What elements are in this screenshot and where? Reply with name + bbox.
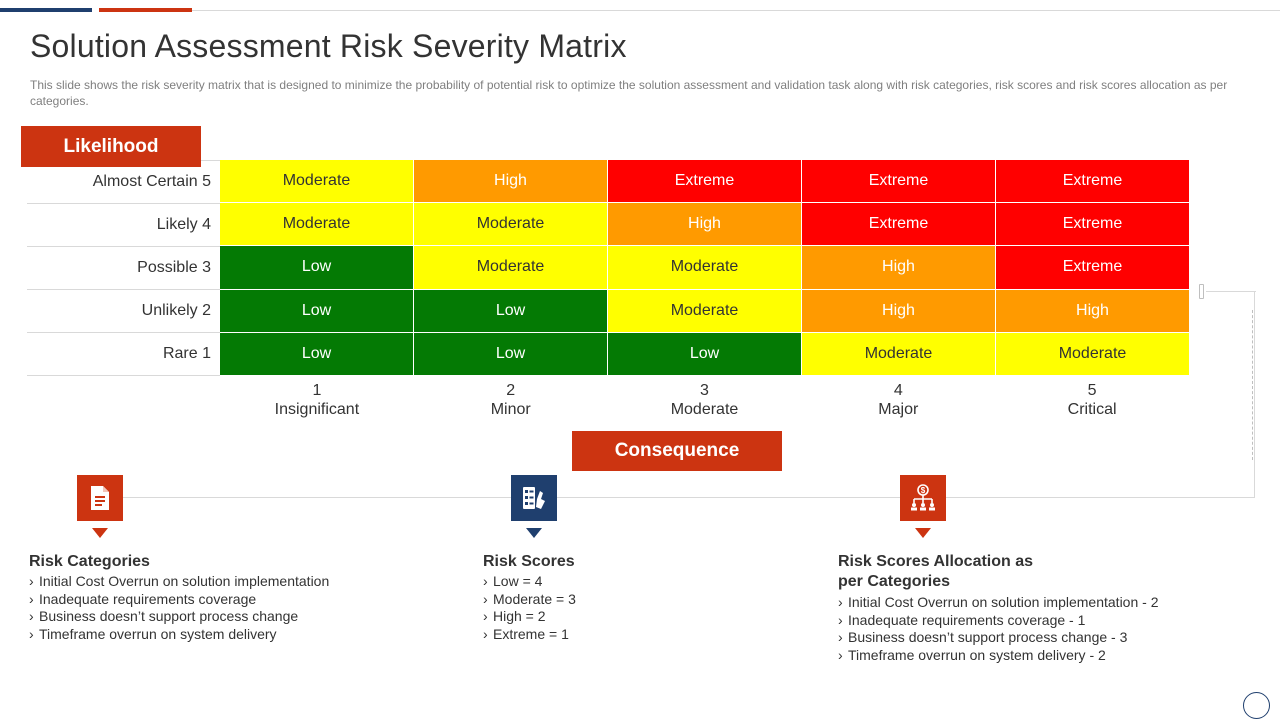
svg-text:$: $	[921, 486, 926, 495]
accent-bar-blue	[0, 8, 92, 12]
likelihood-row-label: Almost Certain 5	[27, 161, 220, 204]
matrix-cell: Extreme	[608, 160, 801, 203]
matrix-cell: Low	[220, 289, 413, 332]
matrix-cell: Low	[608, 332, 801, 375]
bracket-connector-dashed	[1252, 310, 1253, 460]
document-icon	[91, 486, 109, 510]
consequence-column-label: 1 Insignificant	[220, 381, 414, 419]
matrix-cell: High	[414, 160, 607, 203]
likelihood-row-label: Likely 4	[27, 204, 220, 247]
list-item: Timeframe overrun on system delivery	[29, 626, 359, 644]
dollar-hierarchy-icon: $	[911, 484, 935, 511]
matrix-cell: Moderate	[414, 203, 607, 246]
likelihood-row-label: Rare 1	[27, 333, 220, 376]
corner-circle-icon	[1243, 692, 1270, 719]
list-item: Initial Cost Overrun on solution impleme…	[29, 573, 359, 591]
risk-categories-arrow	[92, 528, 108, 538]
risk-categories-list: Initial Cost Overrun on solution impleme…	[29, 573, 359, 644]
matrix-cell: Moderate	[608, 289, 801, 332]
consequence-number: 4	[893, 382, 903, 399]
matrix-cell: Low	[220, 332, 413, 375]
risk-scores-icon-box	[511, 475, 557, 521]
top-divider	[192, 10, 1280, 11]
list-item: Inadequate requirements coverage	[29, 591, 359, 609]
likelihood-tag: Likelihood	[21, 126, 201, 167]
matrix-cell: Low	[414, 289, 607, 332]
list-item: Business doesn’t support process change …	[838, 629, 1168, 647]
list-item: Timeframe overrun on system delivery - 2	[838, 647, 1168, 665]
section-connector-line	[123, 497, 1255, 498]
risk-scores-title: Risk Scores	[483, 553, 575, 570]
scorecard-icon	[523, 487, 545, 509]
risk-scores-arrow	[526, 528, 542, 538]
consequence-column-label: 3 Moderate	[608, 381, 802, 419]
matrix-cell: High	[802, 246, 995, 289]
list-item: High = 2	[483, 608, 733, 626]
matrix-cell: Extreme	[996, 203, 1189, 246]
consequence-column-label: 5 Critical	[995, 381, 1189, 419]
risk-allocation-section: Risk Scores Allocation as per Categories…	[838, 552, 1168, 665]
matrix-cell: Moderate	[414, 246, 607, 289]
page-subtitle: This slide shows the risk severity matri…	[30, 78, 1228, 108]
risk-scores-list: Low = 4Moderate = 3High = 2Extreme = 1	[483, 573, 733, 644]
list-item: Moderate = 3	[483, 591, 733, 609]
matrix-cell: Extreme	[996, 160, 1189, 203]
consequence-number: 5	[1087, 382, 1097, 399]
matrix-cell: Extreme	[802, 203, 995, 246]
bracket-connector-top	[1206, 291, 1256, 292]
risk-allocation-list: Initial Cost Overrun on solution impleme…	[838, 594, 1168, 665]
list-item: Extreme = 1	[483, 626, 733, 644]
matrix-cell: Moderate	[996, 332, 1189, 375]
matrix-cell: Extreme	[802, 160, 995, 203]
list-item: Low = 4	[483, 573, 733, 591]
consequence-name: Insignificant	[274, 401, 360, 418]
consequence-number: 3	[700, 382, 709, 399]
matrix-cell: High	[802, 289, 995, 332]
likelihood-row-labels: Almost Certain 5 Likely 4 Possible 3 Unlike…	[27, 160, 220, 376]
risk-allocation-title: Risk Scores Allocation as per Categories	[838, 553, 1034, 590]
risk-matrix: Moderate High Extreme Extreme Extreme Moderat…	[220, 160, 1189, 375]
bracket-connector-vertical	[1254, 291, 1255, 498]
list-item: Business doesn’t support process change	[29, 608, 359, 626]
risk-scores-section: Risk Scores Low = 4Moderate = 3High = 2E…	[483, 552, 733, 644]
list-item: Inadequate requirements coverage - 1	[838, 612, 1168, 630]
consequence-column-label: 4 Major	[801, 381, 995, 419]
risk-categories-icon-box	[77, 475, 123, 521]
bracket-handle	[1199, 284, 1204, 299]
consequence-column-labels: 1 Insignificant 2 Minor 3 Moderate 4 Major 5 Crit…	[220, 381, 1189, 419]
consequence-number: 1	[312, 382, 322, 399]
matrix-cell: Moderate	[608, 246, 801, 289]
risk-allocation-arrow	[915, 528, 931, 538]
matrix-cell: Moderate	[802, 332, 995, 375]
consequence-tag: Consequence	[572, 431, 782, 471]
risk-categories-title: Risk Categories	[29, 553, 150, 570]
matrix-cell: Low	[414, 332, 607, 375]
likelihood-row-label: Possible 3	[27, 247, 220, 290]
consequence-column-label: 2 Minor	[414, 381, 608, 419]
accent-bar-red	[99, 8, 192, 12]
matrix-cell: High	[608, 203, 801, 246]
matrix-cell: Moderate	[220, 160, 413, 203]
risk-allocation-icon-box: $	[900, 475, 946, 521]
consequence-name: Major	[878, 401, 919, 418]
likelihood-row-label: Unlikely 2	[27, 290, 220, 333]
list-item: Initial Cost Overrun on solution impleme…	[838, 594, 1168, 612]
risk-categories-section: Risk Categories Initial Cost Overrun on …	[29, 552, 359, 644]
matrix-cell: Low	[220, 246, 413, 289]
consequence-number: 2	[506, 382, 516, 399]
consequence-name: Minor	[490, 401, 531, 418]
page-title: Solution Assessment Risk Severity Matrix	[30, 28, 627, 64]
matrix-cell: Extreme	[996, 246, 1189, 289]
consequence-name: Critical	[1067, 401, 1117, 418]
matrix-cell: Moderate	[220, 203, 413, 246]
matrix-cell: High	[996, 289, 1189, 332]
consequence-name: Moderate	[670, 401, 739, 418]
